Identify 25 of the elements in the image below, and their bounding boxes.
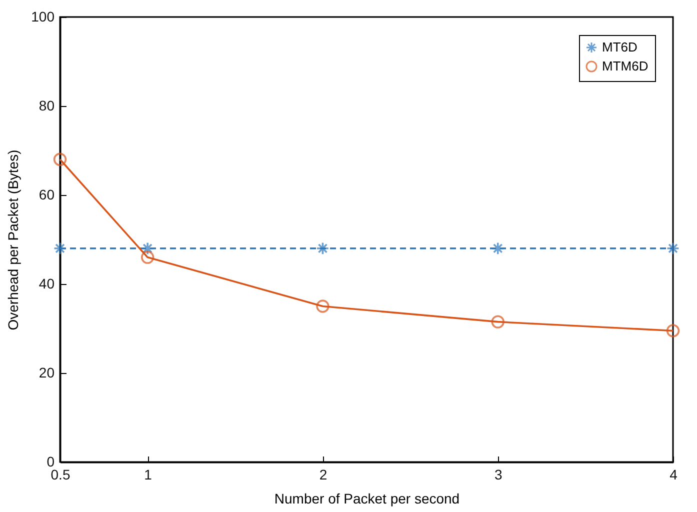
x-tick-label: 1 (144, 466, 152, 482)
point (666, 242, 680, 255)
point (491, 315, 504, 328)
x-tick-label: 3 (494, 466, 502, 482)
legend-label: MT6D (602, 40, 638, 54)
point (316, 242, 330, 255)
y-tick-label: 0 (46, 454, 55, 470)
y-tick-label: 100 (31, 8, 55, 24)
point (53, 242, 67, 255)
y-axis-title: Overhead per Packet (Bytes) (5, 150, 22, 330)
legend-label: MTM6D (602, 58, 648, 74)
x-tick-label: 4 (670, 466, 678, 482)
x-tick-label: 2 (319, 466, 328, 482)
point (491, 242, 504, 255)
y-tick-label: 20 (38, 364, 55, 380)
point (53, 152, 67, 166)
x-axis-title: Number of Packet per second (274, 490, 460, 506)
point (140, 250, 154, 264)
x-tick-label: 0.5 (50, 466, 70, 482)
point (666, 324, 680, 338)
point (140, 242, 154, 255)
y-tick-label: 60 (38, 186, 55, 202)
y-tick-label: 80 (38, 98, 55, 114)
point (316, 300, 330, 313)
y-tick-label: 40 (38, 276, 55, 292)
